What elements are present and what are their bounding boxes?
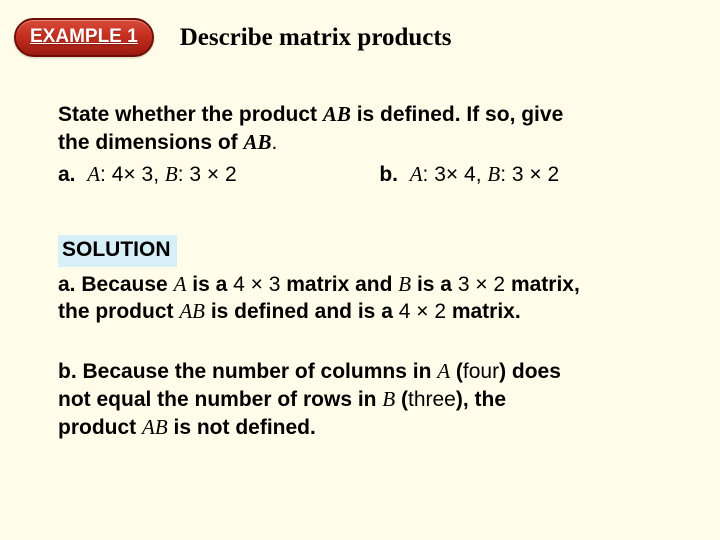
- sa-t3: is a: [411, 273, 458, 296]
- solution-a: a. Because A is a 4 × 3 matrix and B is …: [58, 271, 676, 327]
- pb-x2: ×: [529, 163, 541, 186]
- pb-A: A: [410, 162, 423, 186]
- pa-x2: ×: [207, 163, 219, 186]
- part-b-head: b. A: 3× 4, B: 3 × 2: [379, 161, 676, 189]
- sb-t4: ), the: [456, 388, 506, 411]
- sb-t1: (: [450, 360, 463, 383]
- sa-l2a: the product: [58, 300, 179, 323]
- prompt-l2b: .: [272, 131, 278, 154]
- sb-l3b: is not defined.: [168, 416, 316, 439]
- pb-d4: 2: [548, 163, 560, 186]
- prompt-AB2: AB: [244, 130, 272, 154]
- pa-A: A: [87, 162, 100, 186]
- header: EXAMPLE 1 Describe matrix products: [0, 0, 720, 65]
- sa-B: B: [398, 272, 411, 296]
- solution-block: SOLUTION a. Because A is a 4 × 3 matrix …: [58, 235, 676, 442]
- solution-b: b. Because the number of columns in A (f…: [58, 358, 676, 442]
- pa-d3: 3: [189, 163, 201, 186]
- content: State whether the product AB is defined.…: [0, 65, 720, 442]
- pa-d2: 3: [142, 163, 154, 186]
- sa-dimB: 3 × 2: [458, 273, 505, 296]
- pa-d4: 2: [225, 163, 237, 186]
- sb-B: B: [382, 387, 395, 411]
- pa-d1: 4: [112, 163, 124, 186]
- sb-l2: not equal the number of rows in: [58, 388, 382, 411]
- sb-t2: ) does: [499, 360, 561, 383]
- prompt-l1a: State whether the product: [58, 103, 323, 126]
- sa-t2: matrix and: [280, 273, 398, 296]
- sa-t4: matrix,: [505, 273, 580, 296]
- sb-t3: (: [395, 388, 408, 411]
- prompt-AB: AB: [323, 102, 351, 126]
- pb-d3: 3: [512, 163, 524, 186]
- sa-t1: is a: [186, 273, 233, 296]
- part-a-lead: a.: [58, 163, 76, 186]
- sa-l2c: matrix.: [446, 300, 521, 323]
- sa-dimAB: 4 × 2: [399, 300, 446, 323]
- solution-label: SOLUTION: [58, 235, 177, 267]
- pa-B: B: [165, 162, 178, 186]
- sb-pre: b. Because the number of columns in: [58, 360, 437, 383]
- prompt-l1b: is defined. If so, give: [351, 103, 563, 126]
- sb-AB: AB: [142, 415, 168, 439]
- sa-dimA: 4 × 3: [233, 273, 280, 296]
- part-b-lead: b.: [379, 163, 398, 186]
- sa-A: A: [174, 272, 187, 296]
- pb-d1: 3: [434, 163, 446, 186]
- pa-x1: ×: [123, 163, 135, 186]
- example-badge: EXAMPLE 1: [14, 18, 154, 57]
- sa-AB: AB: [179, 299, 205, 323]
- example-title: Describe matrix products: [180, 24, 452, 52]
- sa-l2b: is defined and is a: [205, 300, 399, 323]
- sb-three: three: [408, 388, 456, 411]
- pb-x1: ×: [446, 163, 458, 186]
- sb-four: four: [463, 360, 499, 383]
- prompt-l2a: the dimensions of: [58, 131, 244, 154]
- prompt: State whether the product AB is defined.…: [58, 101, 676, 157]
- pb-B: B: [487, 162, 500, 186]
- pb-d2: 4: [464, 163, 476, 186]
- parts-row: a. A: 4× 3, B: 3 × 2 b. A: 3× 4, B: 3 × …: [58, 161, 676, 189]
- sa-pre: a. Because: [58, 273, 174, 296]
- sb-l3a: product: [58, 416, 142, 439]
- sb-A: A: [437, 359, 450, 383]
- part-a: a. A: 4× 3, B: 3 × 2: [58, 161, 379, 189]
